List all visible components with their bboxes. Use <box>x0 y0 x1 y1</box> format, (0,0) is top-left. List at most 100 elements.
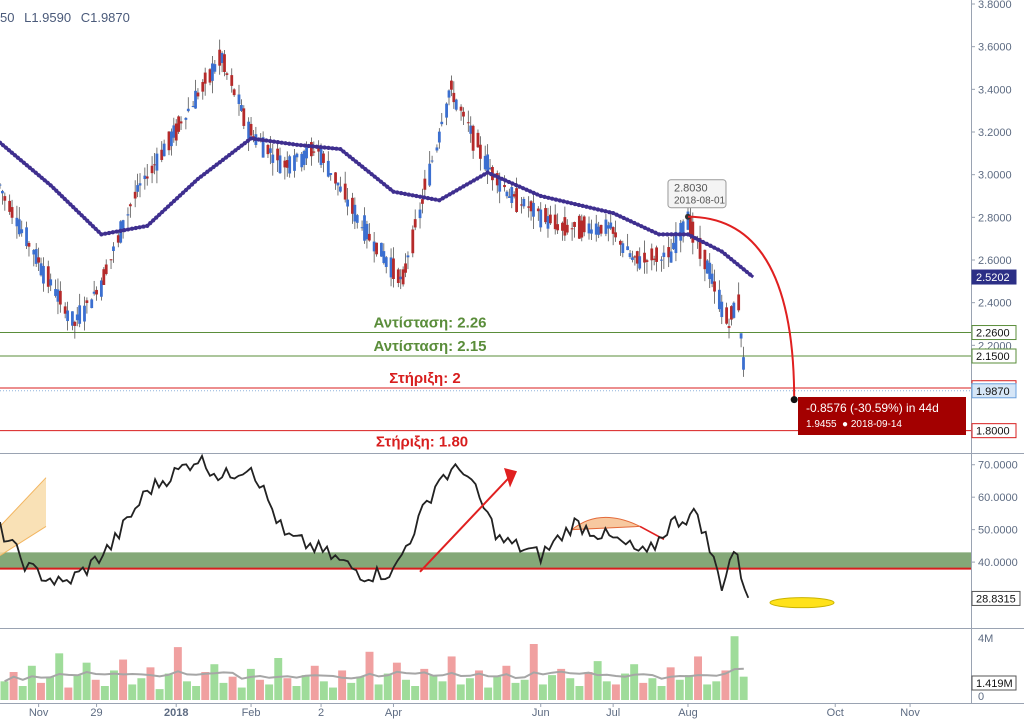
moving-average-point <box>492 173 497 178</box>
time-tick-label: 2 <box>318 707 324 719</box>
candle-body <box>573 222 576 227</box>
candle-body <box>242 108 246 126</box>
moving-average-point <box>531 190 536 195</box>
moving-average-point <box>385 184 390 189</box>
candle-body <box>428 163 432 186</box>
volume-bar <box>110 670 118 700</box>
moving-average-point <box>353 159 359 164</box>
moving-average-point <box>557 198 562 203</box>
candle-body <box>78 305 82 324</box>
candle-body <box>652 258 656 260</box>
candle-body <box>604 219 608 234</box>
moving-average-point <box>133 225 138 231</box>
candle-body <box>590 229 593 234</box>
volume-bar <box>100 686 109 700</box>
moving-average-point <box>245 138 251 143</box>
moving-average-point <box>475 176 480 181</box>
candle-body <box>232 89 236 96</box>
moving-average-point <box>542 194 547 199</box>
volume-bar <box>639 682 648 700</box>
moving-average-point <box>649 229 655 234</box>
moving-average-point <box>347 154 352 159</box>
candle-body <box>85 300 89 303</box>
projection-price: 1.9455 <box>806 419 837 430</box>
time-tick-label: Nov <box>29 707 49 719</box>
moving-average-point <box>48 183 53 188</box>
moving-average-point <box>391 189 396 194</box>
volume-bar <box>301 675 310 700</box>
candle-body <box>488 167 492 170</box>
candle-body <box>375 242 378 255</box>
candle-body <box>285 160 289 168</box>
moving-average-point <box>732 259 737 264</box>
candle-body <box>450 80 453 90</box>
volume-bar <box>584 672 593 700</box>
moving-average-point <box>535 192 540 197</box>
ohlc-low: L1.9590 <box>24 10 72 25</box>
rsi-line <box>0 453 750 599</box>
moving-average-point <box>591 206 597 211</box>
moving-average-point <box>369 172 374 177</box>
candle-body <box>343 183 347 200</box>
volume-bar <box>420 668 429 700</box>
volume-bar <box>484 687 493 700</box>
moving-average-point <box>24 163 29 168</box>
candle-body <box>609 222 613 229</box>
volume-bar <box>9 672 18 700</box>
moving-average-point <box>318 145 323 150</box>
moving-average-point <box>715 247 721 252</box>
moving-average-point <box>174 196 180 201</box>
rsi-value-bg <box>971 590 1021 606</box>
candle-body <box>563 217 567 236</box>
volume-bar <box>82 662 91 700</box>
moving-average-point <box>195 176 201 182</box>
volume-bar <box>703 684 712 700</box>
moving-average-point <box>93 226 98 232</box>
moving-average-point <box>414 193 419 199</box>
moving-average-point <box>510 181 515 186</box>
ohlc-readout: 50 L1.9590 C1.9870 <box>0 10 136 25</box>
moving-average-point <box>126 227 131 232</box>
moving-average-point <box>350 157 355 162</box>
candle-body <box>237 94 241 105</box>
moving-average-point <box>57 191 62 196</box>
rsi-channel-bottom <box>0 525 47 557</box>
projection-point <box>790 396 798 404</box>
candle-body <box>587 223 591 234</box>
moving-average-point <box>189 182 195 187</box>
candle-body <box>58 290 62 305</box>
moving-average-point <box>712 245 717 250</box>
moving-average-point <box>388 187 393 192</box>
moving-average-point <box>39 175 44 180</box>
moving-average-point <box>433 197 438 202</box>
candle-body <box>459 106 463 111</box>
moving-average-point <box>722 251 728 257</box>
candle-body <box>32 249 36 255</box>
volume-bar <box>338 670 347 700</box>
moving-average-point <box>451 190 456 195</box>
candle-body <box>536 208 540 212</box>
candle-body <box>365 223 369 240</box>
price-tick-label: 3.4000 <box>978 84 1012 96</box>
candle-body <box>278 155 282 174</box>
moving-average-point <box>151 218 156 223</box>
moving-average-point <box>741 267 746 272</box>
moving-average-point <box>283 141 288 146</box>
candle-body <box>112 246 115 252</box>
moving-average-point <box>503 178 508 183</box>
volume-bar <box>392 662 401 700</box>
volume-bar <box>438 681 447 700</box>
volume-bar <box>73 675 82 700</box>
moving-average-point <box>576 202 581 208</box>
moving-average-point <box>310 144 315 149</box>
moving-average-point <box>628 219 633 224</box>
candle-body <box>353 204 357 222</box>
candle-body <box>401 269 405 285</box>
moving-average-point <box>9 150 15 155</box>
moving-average-point <box>211 164 216 170</box>
moving-average-point <box>725 254 731 259</box>
candle-body <box>174 123 178 141</box>
